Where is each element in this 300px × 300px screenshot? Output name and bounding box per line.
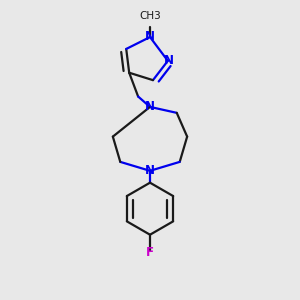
Text: N: N — [145, 164, 155, 177]
Text: CH3: CH3 — [139, 11, 161, 21]
Text: N: N — [145, 100, 155, 113]
Text: N: N — [164, 54, 174, 67]
Text: N: N — [145, 30, 155, 43]
Text: F: F — [146, 246, 154, 259]
